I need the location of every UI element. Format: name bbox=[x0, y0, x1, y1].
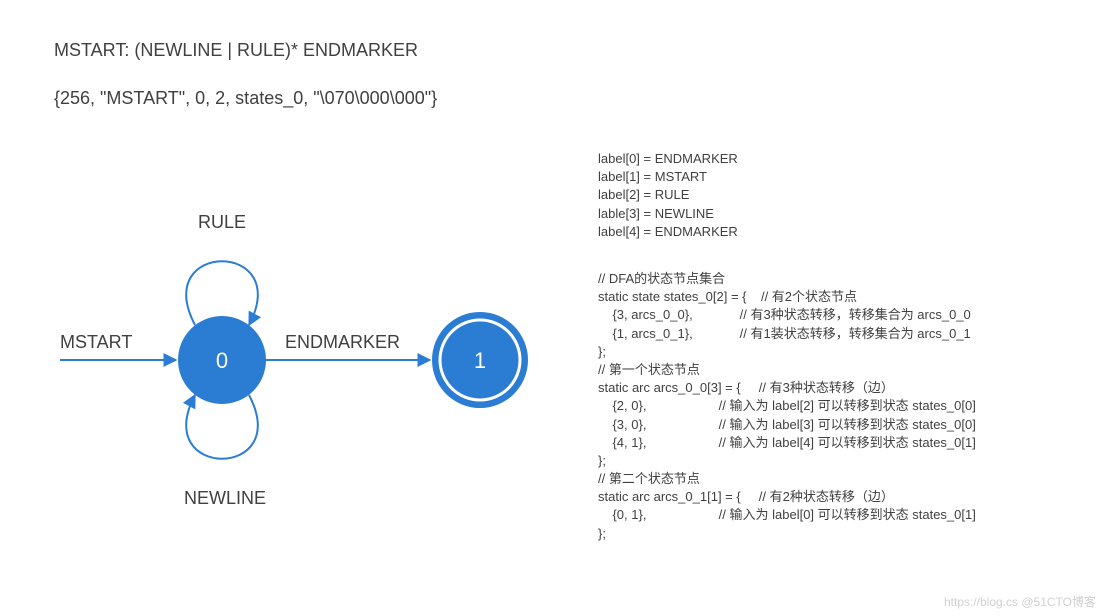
watermark: https://blog.cs @51CTO博客 bbox=[944, 593, 1096, 610]
label-mstart: MSTART bbox=[60, 332, 132, 353]
label-rule: RULE bbox=[197, 212, 247, 233]
dfa-code: // DFA的状态节点集合 static state states_0[2] =… bbox=[598, 270, 976, 543]
state-label-0: 0 bbox=[216, 348, 228, 373]
state-label-1: 1 bbox=[474, 348, 486, 373]
label-endmarker: ENDMARKER bbox=[285, 332, 400, 353]
edge-rule-loop bbox=[186, 261, 258, 325]
edge-newline-loop bbox=[186, 395, 258, 459]
label-definitions: label[0] = ENDMARKER label[1] = MSTART l… bbox=[598, 150, 738, 241]
label-newline: NEWLINE bbox=[180, 488, 270, 509]
